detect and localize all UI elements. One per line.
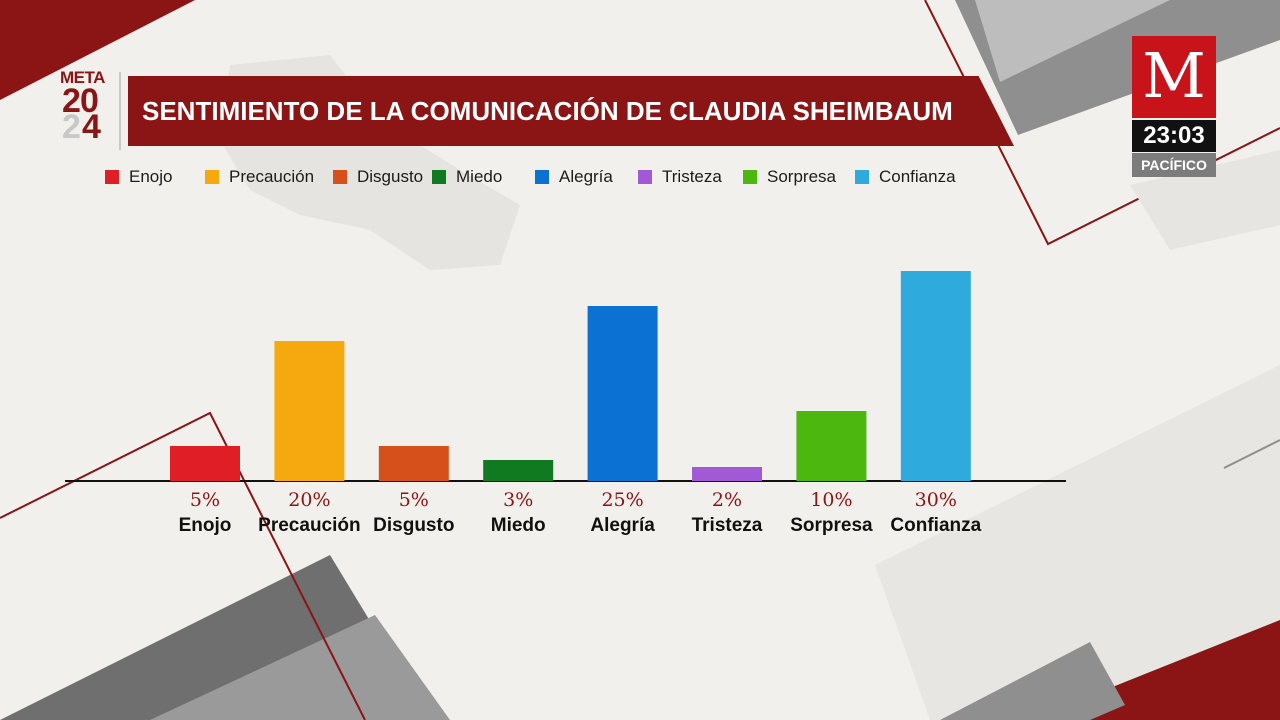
bar <box>692 467 762 481</box>
meta-digit: 0 <box>80 82 99 120</box>
legend-swatch <box>638 170 652 184</box>
legend-label: Sorpresa <box>767 167 836 186</box>
bar <box>483 460 554 481</box>
bar-value-label: 5% <box>399 489 429 511</box>
legend-label: Precaución <box>229 167 315 186</box>
category-label: Alegría <box>590 515 655 536</box>
category-label: Miedo <box>491 515 546 536</box>
legend-swatch <box>333 170 347 184</box>
bar-value-label: 5% <box>190 489 220 511</box>
bar <box>170 446 240 481</box>
legend-swatch <box>432 170 446 184</box>
bar <box>587 306 658 481</box>
bar <box>796 411 867 481</box>
legend-swatch <box>535 170 549 184</box>
legend-label: Enojo <box>129 167 173 186</box>
category-label: Confianza <box>890 515 981 536</box>
timezone-label: PACÍFICO <box>1132 153 1216 177</box>
category-label: Enojo <box>179 515 232 536</box>
bar <box>274 341 345 481</box>
category-label: Precaución <box>258 515 360 536</box>
title-banner: SENTIMIENTO DE LA COMUNICACIÓN DE CLAUDI… <box>128 76 1014 146</box>
meta-digit: 2 <box>62 82 81 120</box>
legend-label: Tristeza <box>662 167 722 186</box>
clock-time: 23:03 <box>1132 120 1216 152</box>
legend-swatch <box>743 170 757 184</box>
broadcaster-logo: M <box>1132 36 1216 118</box>
bar-value-label: 25% <box>601 489 643 511</box>
bar-value-label: 3% <box>503 489 533 511</box>
category-label: Sorpresa <box>790 515 873 536</box>
bar-value-label: 10% <box>810 489 852 511</box>
category-label: Disgusto <box>373 515 454 536</box>
bar <box>900 271 971 481</box>
meta-digit: 4 <box>82 108 101 146</box>
bar-value-label: 2% <box>712 489 742 511</box>
meta-2024-logo: META 2 0 2 4 <box>58 68 128 152</box>
category-label: Tristeza <box>692 515 763 536</box>
bar <box>378 446 449 481</box>
broadcaster-logo-letter: M <box>1142 39 1206 112</box>
chart-title: SENTIMIENTO DE LA COMUNICACIÓN DE CLAUDI… <box>142 96 953 126</box>
legend-label: Alegría <box>559 167 613 186</box>
bar-value-label: 20% <box>288 489 330 511</box>
legend-label: Confianza <box>879 167 956 186</box>
legend-label: Disgusto <box>357 167 424 186</box>
bar-value-label: 30% <box>915 489 957 511</box>
legend-swatch <box>205 170 219 184</box>
meta-word: META <box>60 68 105 87</box>
legend-swatch <box>855 170 869 184</box>
meta-divider <box>119 72 121 150</box>
legend-label: Miedo <box>456 167 503 186</box>
legend-swatch <box>105 170 119 184</box>
meta-digit: 2 <box>62 108 81 146</box>
